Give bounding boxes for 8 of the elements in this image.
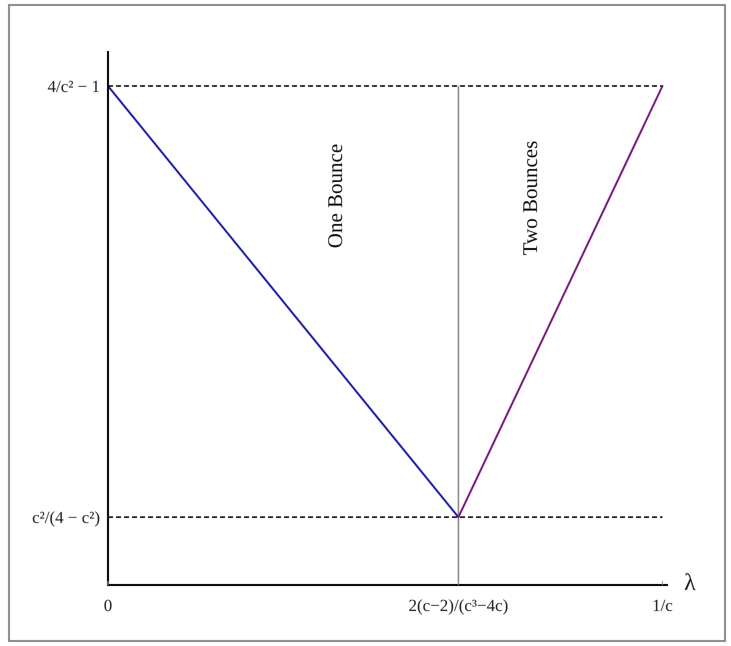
- x-tick-label: 0: [104, 596, 112, 614]
- x-tick-label: 1/c: [652, 596, 674, 614]
- ref-line-label: c²/(4 − c²): [32, 508, 100, 527]
- ref-line-label: 4/c² − 1: [48, 76, 100, 96]
- annotation: Two Bounces: [518, 140, 542, 256]
- x-axis-title: λ: [684, 570, 696, 596]
- x-tick-label: 2(c−2)/(c³−4c): [408, 596, 508, 614]
- annotation: One Bounce: [323, 144, 347, 248]
